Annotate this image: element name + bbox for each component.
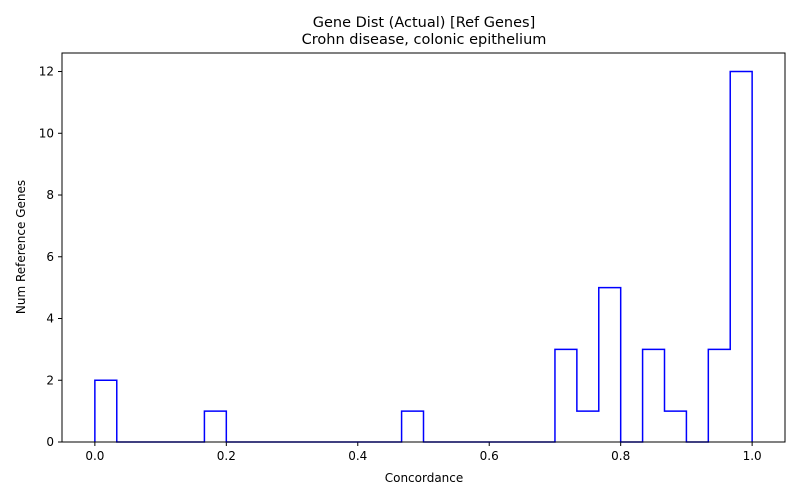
x-tick-label: 0.2	[217, 449, 236, 463]
y-axis-ticks: 0 2 4 6 8 10 12	[39, 65, 62, 449]
x-tick-label: 1.0	[743, 449, 762, 463]
y-tick-label: 4	[46, 312, 54, 326]
y-tick-label: 0	[46, 435, 54, 449]
y-axis-label: Num Reference Genes	[14, 180, 28, 314]
y-tick-label: 6	[46, 250, 54, 264]
y-tick-label: 8	[46, 188, 54, 202]
x-tick-label: 0.8	[611, 449, 630, 463]
chart-title: Gene Dist (Actual) [Ref Genes]	[313, 15, 535, 31]
x-axis-label: Concordance	[385, 471, 464, 485]
y-tick-label: 2	[46, 373, 54, 387]
chart-subtitle: Crohn disease, colonic epithelium	[302, 32, 547, 48]
x-tick-label: 0.6	[480, 449, 499, 463]
y-tick-label: 12	[39, 65, 54, 79]
x-tick-label: 0.4	[348, 449, 367, 463]
x-axis-ticks: 0.0 0.2 0.4 0.6 0.8 1.0	[85, 442, 762, 463]
y-tick-label: 10	[39, 126, 54, 140]
plot-frame	[61, 52, 786, 443]
x-tick-label: 0.0	[85, 449, 104, 463]
